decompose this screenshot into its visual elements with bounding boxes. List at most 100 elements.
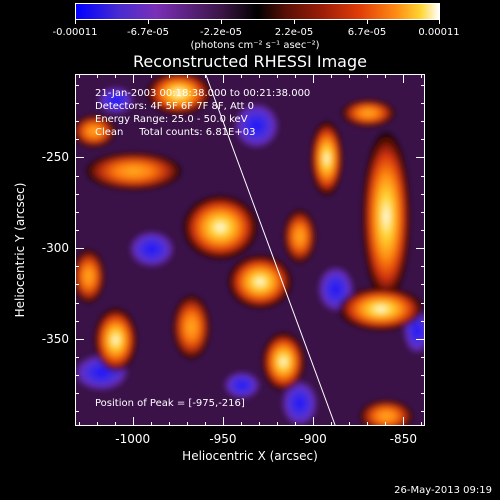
x-axis-label: Heliocentric X (arcsec) [182,449,318,463]
y-minor-tick [421,85,425,86]
x-minor-tick [259,422,260,426]
heatmap-positive-blob [86,152,181,190]
y-minor-tick [421,411,425,412]
y-major-tick [75,157,84,158]
heatmap-positive-blob [284,210,316,263]
y-minor-tick [75,230,79,231]
colorbar-tick [221,20,222,24]
x-minor-tick [349,422,350,426]
x-major-tick [133,74,134,83]
x-minor-tick [241,422,242,426]
y-minor-tick [75,139,79,140]
x-major-tick [223,74,224,83]
colorbar-tick-label: 0.00011 [418,27,460,38]
y-minor-tick [75,85,79,86]
x-minor-tick [277,74,278,78]
heatmap-positive-blob [311,121,343,196]
heatmap-positive-blob [342,99,395,127]
y-major-tick [75,339,84,340]
y-minor-tick [75,411,79,412]
heatmap-positive-blob [183,195,257,259]
x-major-tick [313,417,314,426]
detectors-text: Detectors: 4F 5F 6F 7F 8F, Att 0 [95,101,255,112]
heatmap-svg [76,75,424,425]
y-minor-tick [75,284,79,285]
x-minor-tick [115,422,116,426]
y-tick-label: -250 [41,150,69,165]
clean-counts-text: Clean Total counts: 6.81E+03 [95,127,256,138]
y-minor-tick [75,103,79,104]
heatmap-positive-blob [173,295,210,359]
y-minor-tick [421,121,425,122]
x-minor-tick [367,422,368,426]
heatmap-negative-blob [280,379,319,425]
heatmap-positive-blob [76,250,105,303]
x-minor-tick [97,422,98,426]
y-minor-tick [75,375,79,376]
y-minor-tick [75,266,79,267]
x-minor-tick [385,422,386,426]
x-minor-tick [241,74,242,78]
y-minor-tick [421,230,425,231]
colorbar-tick [367,20,368,24]
x-major-tick [403,417,404,426]
y-minor-tick [421,103,425,104]
y-minor-tick [421,139,425,140]
x-major-tick [133,417,134,426]
x-minor-tick [187,422,188,426]
colorbar-tick-label: -6.7e-05 [127,27,169,38]
x-minor-tick [331,422,332,426]
y-tick-label: -300 [41,241,69,256]
y-major-tick [416,248,425,249]
x-minor-tick [205,422,206,426]
heatmap-positive-blob [228,255,292,309]
colorbar-tick [75,20,76,24]
y-minor-tick [421,284,425,285]
colorbar-tick-label: -0.00011 [52,27,98,38]
y-minor-tick [75,393,79,394]
x-minor-tick [187,74,188,78]
x-minor-tick [151,74,152,78]
x-minor-tick [205,74,206,78]
x-minor-tick [331,74,332,78]
x-tick-label: -950 [209,432,237,446]
y-minor-tick [421,321,425,322]
footer-date: 26-May-2013 09:19 [394,485,492,496]
heatmap-positive-blob [147,75,211,115]
y-minor-tick [421,393,425,394]
heatmap-plot: 21-Jan-2003 00:18:38.000 to 00:21:38.000… [75,74,425,426]
x-major-tick [403,74,404,83]
y-major-tick [416,339,425,340]
colorbar-tick-label: 2.2e-05 [274,27,314,38]
x-minor-tick [349,74,350,78]
x-minor-tick [385,74,386,78]
heatmap-positive-blob [360,400,413,425]
peak-position-text: Position of Peak = [-975,-216] [95,398,245,409]
y-major-tick [75,248,84,249]
x-minor-tick [259,74,260,78]
y-minor-tick [421,176,425,177]
x-tick-label: -1000 [115,432,151,446]
x-tick-label: -850 [389,432,417,446]
colorbar-tick [439,20,440,24]
x-minor-tick [277,422,278,426]
y-minor-tick [421,194,425,195]
x-minor-tick [367,74,368,78]
y-major-tick [416,157,425,158]
solar-limb-line [205,75,336,425]
y-minor-tick [75,212,79,213]
x-minor-tick [97,74,98,78]
y-tick-label: -350 [41,331,69,346]
heatmap-positive-blob [94,308,137,372]
heatmap-positive-blob [76,115,115,148]
colorbar-tick-label: 6.7e-05 [347,27,387,38]
heatmap-positive-blob [339,288,423,331]
colorbar-tick [294,20,295,24]
x-minor-tick [115,74,116,78]
y-minor-tick [75,176,79,177]
colorbar-units: (photons cm⁻² s⁻¹ asec⁻²) [190,40,320,51]
heatmap-positive-blob [362,132,410,301]
colorbar [75,3,440,20]
time-range-text: 21-Jan-2003 00:18:38.000 to 00:21:38.000 [95,88,311,99]
x-minor-tick [421,74,422,78]
